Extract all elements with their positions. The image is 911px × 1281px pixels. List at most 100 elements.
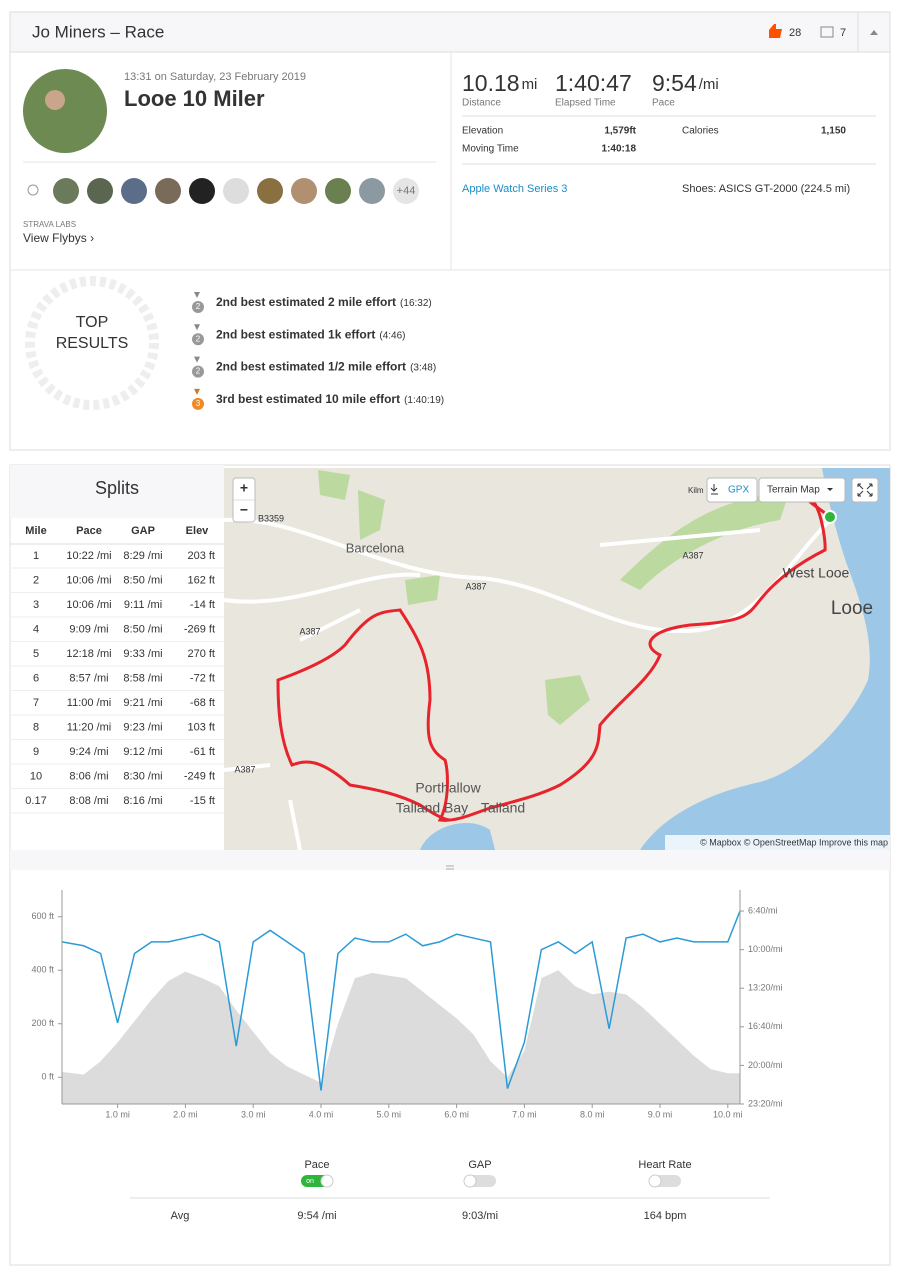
splits-cell: 9:21 /mi: [123, 697, 162, 709]
medal-ribbon: [194, 356, 200, 363]
splits-cell: -14 ft: [190, 599, 215, 611]
more-athletes-badge[interactable]: [393, 178, 419, 204]
zoom-out[interactable]: −: [240, 502, 248, 518]
splits-cell: 8:50 /mi: [123, 623, 162, 635]
map-label: A387: [465, 581, 486, 591]
layer-select[interactable]: [758, 477, 846, 503]
athlete-avatar[interactable]: [291, 178, 317, 204]
route: [276, 496, 831, 822]
more-athletes[interactable]: +44: [397, 185, 416, 197]
splits-cell: 10: [30, 770, 42, 782]
athlete-avatar[interactable]: [189, 178, 215, 204]
splits-cell: -61 ft: [190, 746, 215, 758]
gpx-button[interactable]: [706, 477, 758, 503]
result-text: 2nd best estimated 1k effort (4:46): [216, 327, 406, 341]
splits-cell: 9:23 /mi: [123, 721, 162, 733]
x-tick-label: 5.0 mi: [377, 1109, 402, 1119]
splits-cell: 103 ft: [187, 721, 215, 733]
splits-cell: -269 ft: [184, 623, 215, 635]
stats: 10.18 mi Distance 1:40:47 Elapsed Time 9:54/m…: [462, 70, 846, 155]
map-road: [223, 517, 832, 851]
device-link[interactable]: Apple Watch Series 3: [462, 183, 567, 195]
toggle-label: Pace: [304, 1159, 329, 1171]
elevation-area: [62, 970, 740, 1104]
flybys-link[interactable]: View Flybys ›: [23, 231, 94, 245]
map-attribution[interactable]: © Mapbox © OpenStreetMap Improve this ma…: [700, 837, 888, 847]
splits-cell: -72 ft: [190, 672, 215, 684]
collapse-arrow[interactable]: [870, 30, 878, 35]
athlete-avatar[interactable]: [53, 178, 79, 204]
x-tick-label: 2.0 mi: [173, 1109, 198, 1119]
athlete-avatar[interactable]: [359, 178, 385, 204]
map-label: Talland Bay: [396, 800, 468, 816]
result-time: (16:32): [400, 298, 432, 309]
athlete-avatar[interactable]: [155, 178, 181, 204]
splits-cell: 8: [33, 721, 39, 733]
kudos-count[interactable]: 28: [789, 27, 801, 39]
y-tick-label: 600 ft: [31, 911, 54, 921]
toggle-knob[interactable]: [320, 1174, 334, 1188]
average-value: 9:03/mi: [462, 1210, 498, 1222]
toggle-knob[interactable]: [648, 1174, 662, 1188]
athlete-avatar[interactable]: [257, 178, 283, 204]
comment-count[interactable]: 7: [840, 27, 846, 39]
average-value: 9:54 /mi: [297, 1210, 336, 1222]
splits-cell: -68 ft: [190, 697, 215, 709]
splits-cell: 11:20 /mi: [67, 721, 111, 733]
map-label: A387: [682, 550, 703, 560]
fullscreen-button[interactable]: [851, 477, 879, 503]
map-label: Porthallow: [415, 780, 481, 796]
medal: [192, 333, 204, 346]
x-tick-label: 10.0 mi: [713, 1109, 743, 1119]
splits-title: Splits: [95, 478, 139, 498]
splits-cell: 8:16 /mi: [123, 795, 162, 807]
athlete-avatar[interactable]: [121, 178, 147, 204]
stat-unit: /mi: [699, 76, 719, 93]
laurel: [25, 276, 159, 410]
x-tick-label: 4.0 mi: [309, 1109, 334, 1119]
athlete-avatar[interactable]: [87, 178, 113, 204]
splits-cell: 8:30 /mi: [123, 770, 162, 782]
medal-ribbon: [194, 388, 200, 395]
splits-cell: 4: [33, 623, 39, 635]
splits-cell: 3: [33, 599, 39, 611]
activity-panel: [9, 11, 891, 451]
medal: [192, 365, 204, 378]
map[interactable]: B3359 Barcelona A387 A387 A387 A387 West…: [223, 468, 890, 851]
comment-icon[interactable]: [820, 26, 834, 38]
result-time: (3:48): [410, 362, 436, 373]
x-tick-label: 8.0 mi: [580, 1109, 605, 1119]
athlete-avatar[interactable]: [325, 178, 351, 204]
splits-cell: -249 ft: [184, 770, 215, 782]
gpx-label[interactable]: GPX: [728, 485, 749, 496]
stat-label: Distance: [462, 98, 501, 109]
resize-handle[interactable]: [446, 865, 454, 870]
athlete-photo-detail: [45, 90, 65, 110]
result-time: (1:40:19): [404, 395, 444, 406]
activity-datetime: 13:31 on Saturday, 23 February 2019: [124, 71, 306, 83]
medal-rank: 2: [196, 302, 201, 311]
y-tick-label: 400 ft: [31, 965, 54, 975]
layer-label[interactable]: Terrain Map: [767, 485, 820, 496]
splits-cell: 8:50 /mi: [123, 574, 162, 586]
splits-column-header: Pace: [76, 525, 102, 537]
detail-value: 1,150: [821, 126, 846, 137]
map-label: Talland: [481, 800, 525, 816]
splits-column-header: Elev: [186, 525, 210, 537]
toggle-knob[interactable]: [463, 1174, 477, 1188]
map-label: Kilm: [688, 486, 704, 495]
splits-header: [10, 465, 224, 518]
zoom-in[interactable]: +: [240, 480, 248, 496]
athletes-icon: [27, 184, 39, 196]
kudos-icon[interactable]: [769, 24, 782, 38]
athlete-avatar[interactable]: [223, 178, 249, 204]
detail-value: 1,579ft: [604, 126, 636, 137]
average-label: Avg: [171, 1210, 190, 1222]
splits-cell: 8:06 /mi: [69, 770, 108, 782]
splits-cell: 11:00 /mi: [67, 697, 111, 709]
stream-toggles: Pace on 9:54 /mi GAP 9:03/mi Heart Rate 164 bp…: [171, 1159, 692, 1222]
splits-cell: 8:08 /mi: [69, 795, 108, 807]
y2-tick-label: 6:40/mi: [748, 905, 778, 915]
splits-column-header: GAP: [131, 525, 155, 537]
